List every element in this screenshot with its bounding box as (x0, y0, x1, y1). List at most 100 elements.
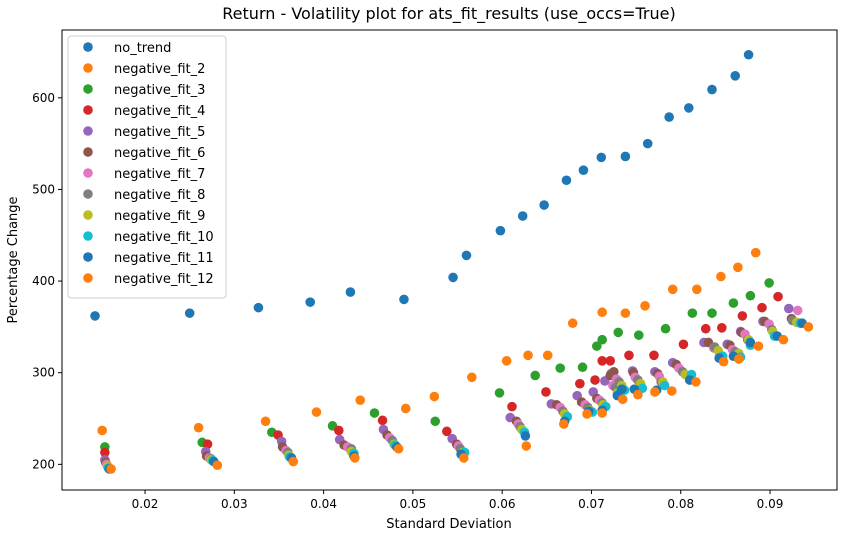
y-tick-label: 500 (32, 182, 55, 196)
legend-label: negative_fit_12 (114, 272, 214, 287)
data-point (683, 103, 694, 113)
data-point (530, 370, 541, 381)
legend-marker (83, 147, 93, 157)
data-point (430, 416, 441, 427)
data-point (260, 416, 271, 427)
data-point (733, 354, 744, 364)
legend-marker (83, 231, 93, 241)
data-point (369, 408, 380, 418)
y-axis: 200 300 400 500 600 (32, 91, 62, 471)
data-point (193, 422, 204, 433)
data-point (467, 372, 477, 383)
data-point (773, 291, 783, 302)
legend-label: no_trend (114, 41, 171, 56)
legend-label: negative_fit_2 (114, 62, 205, 77)
data-point (730, 71, 741, 81)
data-point (461, 250, 472, 261)
legend-label: negative_fit_9 (114, 209, 205, 224)
data-point (642, 138, 653, 149)
legend-marker (83, 63, 93, 73)
legend-marker (83, 189, 93, 199)
legend-marker (83, 273, 93, 283)
data-point (633, 330, 644, 340)
data-point (728, 298, 739, 308)
x-tick-label: 0.03 (221, 497, 248, 511)
data-point (577, 362, 588, 373)
data-point (517, 211, 528, 221)
data-point (333, 425, 344, 436)
data-point (523, 350, 533, 361)
legend-label: negative_fit_4 (114, 104, 205, 119)
data-point (617, 394, 628, 405)
data-point (555, 363, 566, 373)
legend-marker (83, 42, 93, 52)
data-point (212, 460, 223, 471)
data-point (597, 334, 607, 345)
data-point (539, 200, 549, 210)
data-point (521, 441, 532, 451)
x-tick-label: 0.09 (757, 497, 784, 511)
data-point (100, 447, 110, 458)
data-point (660, 323, 671, 334)
data-point (592, 341, 602, 351)
data-point (305, 297, 316, 307)
data-point (442, 426, 452, 437)
data-point (664, 112, 674, 122)
data-point (718, 356, 729, 367)
x-tick-label: 0.02 (132, 497, 159, 511)
data-point (97, 425, 107, 436)
data-point (716, 271, 726, 282)
x-tick-label: 0.08 (667, 497, 694, 511)
data-point (106, 464, 116, 474)
x-tick-label: 0.05 (400, 497, 427, 511)
data-point (495, 225, 506, 236)
data-point (617, 384, 627, 395)
data-point (633, 389, 643, 400)
legend-label: negative_fit_11 (114, 251, 214, 266)
legend-marker (83, 84, 93, 94)
data-point (678, 339, 689, 350)
data-point (393, 443, 404, 454)
data-point (400, 403, 411, 414)
legend-label: negative_fit_5 (114, 125, 205, 140)
legend-label: negative_fit_8 (114, 188, 205, 203)
data-point (753, 341, 764, 351)
data-point (620, 308, 631, 318)
data-point (582, 409, 592, 419)
legend-label: negative_fit_7 (114, 167, 205, 182)
data-point (745, 290, 756, 301)
data-point (667, 284, 678, 295)
y-tick-label: 600 (32, 91, 55, 105)
legend-box (67, 35, 227, 299)
data-point (649, 350, 659, 361)
data-point (707, 84, 717, 95)
data-point (743, 49, 754, 60)
data-point (377, 415, 388, 426)
data-point (520, 431, 531, 441)
data-point (355, 395, 366, 405)
data-point (667, 386, 677, 396)
data-point (90, 311, 100, 321)
x-axis-label: Standard Deviation (386, 517, 511, 532)
x-tick-label: 0.07 (578, 497, 605, 511)
y-tick-label: 300 (32, 366, 55, 380)
legend-marker (83, 126, 93, 136)
legend-marker (83, 105, 93, 115)
data-point (691, 377, 701, 387)
legend-label: negative_fit_6 (114, 146, 205, 161)
data-points (90, 49, 814, 474)
data-point (757, 302, 767, 313)
data-point (590, 375, 600, 385)
data-point (597, 408, 607, 418)
data-point (707, 308, 717, 318)
data-point (792, 305, 803, 316)
data-point (692, 284, 702, 295)
data-point (399, 294, 409, 305)
legend-marker (83, 210, 93, 220)
data-point (501, 355, 512, 366)
data-point (558, 419, 569, 429)
data-point (613, 327, 624, 338)
data-point (202, 439, 213, 449)
data-point (184, 308, 195, 318)
